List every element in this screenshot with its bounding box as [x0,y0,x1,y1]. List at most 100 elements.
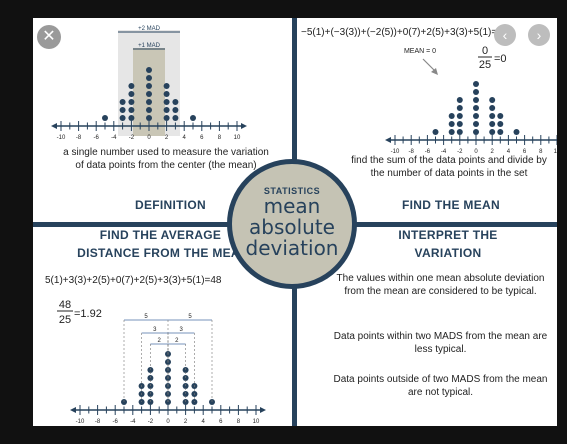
distance-label: 5 [144,314,148,320]
data-dot [121,399,127,405]
mean-arrow-head [431,68,438,75]
mean-frac-num: 0 [482,45,488,57]
tick-label: -8 [95,419,101,425]
data-dot [456,97,463,103]
tick-label: 0 [147,135,151,141]
data-dot [456,113,463,119]
close-button[interactable]: ✕ [37,25,61,49]
data-dot [102,115,108,121]
data-dot [497,121,504,127]
tick-label: -6 [94,135,100,141]
tick-label: -6 [113,419,119,425]
distance-label: 2 [175,338,179,344]
data-dot [473,105,479,111]
data-dot [489,105,496,111]
tick-label: -4 [111,135,117,141]
axis-arrow-left [51,123,57,129]
distance-dot-plot: 48 25 =1.92 -10 -8 -6 -4 -2 0 2 4 6 8 105 53 32 2 [57,299,266,425]
avg-distance-equation: 5(1)+3(3)+2(5)+0(7)+2(5)+3(3)+5(1)=48 [45,275,222,286]
axis-arrow-right [260,407,266,413]
data-dot [513,129,520,135]
data-dot [146,67,152,73]
tick-label: 4 [202,419,206,425]
tick-label: -6 [425,149,431,155]
data-dot [456,105,463,111]
data-dot [473,121,479,127]
tick-label: 8 [218,135,222,141]
two-mad-label: +2 MAD [138,26,161,32]
data-dot [473,81,479,87]
definition-heading: DEFINITION [135,198,206,212]
prev-button[interactable]: ‹ [494,24,516,46]
tick-label: -10 [391,149,400,155]
data-dot [163,115,170,121]
data-dot [128,83,135,89]
data-dot [473,113,479,119]
data-dot [146,107,152,113]
tick-label: -4 [441,149,447,155]
data-dot [128,99,135,105]
distance-label: 3 [153,327,157,333]
center-title-line1: mean [263,194,321,218]
data-dot [119,99,126,105]
interpret-heading-line2: VARIATION [414,246,482,260]
tick-label: -8 [76,135,82,141]
axis-arrow-left [70,407,76,413]
tick-label: 8 [237,419,241,425]
mean-frac-result: =0 [494,53,507,65]
tick-label: -2 [148,419,154,425]
infographic-poster: +2 MAD +1 MAD -10 -8 -6 -4 -2 0 2 4 6 8 10 a singl… [33,18,557,426]
data-dot [146,99,152,105]
center-title-badge: STATISTICS mean absolute deviation [227,159,357,289]
data-dot [146,83,152,89]
next-button[interactable]: › [528,24,550,46]
distance-label: 5 [188,314,192,320]
data-dot [146,91,152,97]
data-dot [489,97,496,103]
mean-description: find the sum of the data points and divi… [351,155,547,179]
tick-label: 4 [183,135,187,141]
data-dot [119,107,126,113]
tick-label: 0 [166,419,170,425]
mean-frac-den: 25 [479,59,491,71]
data-dot [432,129,439,135]
mean-sum-equation: −5(1)+(−3(3))+(−2(5))+0(7)+2(5)+3(3)+5(1… [301,27,503,38]
tick-label: 6 [200,135,204,141]
data-dot [163,83,170,89]
data-dot [456,129,463,135]
tick-label: 2 [491,149,495,155]
tick-label: -10 [76,419,85,425]
tick-label: 6 [219,419,223,425]
interpret-heading-line1: INTERPRET THE [398,228,498,242]
data-dot [209,399,215,405]
tick-label: 2 [184,419,188,425]
avg-distance-heading-line1: FIND THE AVERAGE [99,228,222,242]
data-dot [172,99,179,105]
data-dot [119,115,126,121]
tick-label: 8 [539,149,543,155]
data-dot [128,107,135,113]
avg-frac-den: 25 [59,314,71,326]
data-dot [497,113,504,119]
interpret-not-typical: Data points outside of two MADS from the… [333,374,548,398]
avg-frac-result: =1.92 [74,308,102,320]
interpret-typical: The values within one mean absolute devi… [336,273,545,297]
definition-description: a single number used to measure the vari… [63,147,269,171]
axis-arrow-left [385,137,391,143]
distance-label: 2 [158,338,162,344]
interpret-less-typical: Data points within two MADS from the mea… [333,331,548,355]
avg-distance-heading-line2: DISTANCE FROM THE MEAN [77,246,249,260]
tick-label: 6 [523,149,527,155]
tick-label: 2 [165,135,169,141]
data-dot [128,91,135,97]
data-dot [172,115,179,121]
mean-dot-plot: MEAN = 0 0 25 =0 -10 -8 -6 -4 -2 0 2 4 6 8 10 [385,45,557,155]
data-dot [163,91,170,97]
tick-label: 10 [253,419,260,425]
data-dot [448,113,455,119]
data-dot [473,89,479,95]
data-dot [163,99,170,105]
data-dot [448,121,455,127]
data-dot [489,129,496,135]
